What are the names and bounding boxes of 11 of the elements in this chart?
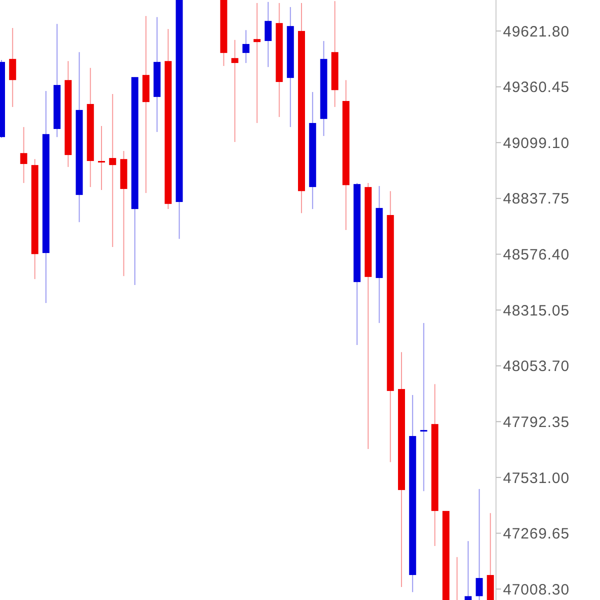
y-tick-label: 47531.00 xyxy=(503,470,570,487)
y-tick-label: 48576.40 xyxy=(503,246,570,264)
y-tick-label: 47008.30 xyxy=(503,581,570,598)
y-tick-label: 48315.05 xyxy=(503,302,570,320)
y-tick-label: 48053.70 xyxy=(503,358,570,376)
y-tick-label: 49360.45 xyxy=(503,79,570,96)
y-tick-label: 49621.80 xyxy=(503,23,570,40)
y-tick-label: 48837.75 xyxy=(503,190,570,208)
y-tick-label: 47269.65 xyxy=(503,526,570,543)
y-tick-label: 47792.35 xyxy=(503,414,570,431)
y-tick-label: 49099.10 xyxy=(503,134,570,152)
